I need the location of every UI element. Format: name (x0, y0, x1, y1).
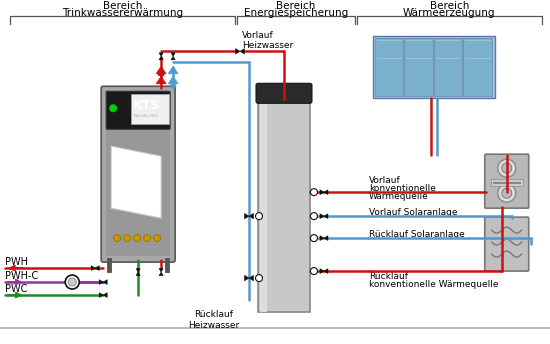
Circle shape (114, 235, 120, 241)
Polygon shape (245, 276, 249, 281)
Text: Rücklauf
Heizwasser: Rücklauf Heizwasser (189, 310, 240, 330)
Text: konventionelle: konventionelle (369, 184, 436, 193)
Text: KTS: KTS (133, 99, 159, 112)
Circle shape (310, 189, 317, 196)
Polygon shape (240, 49, 245, 54)
Circle shape (65, 275, 79, 289)
Polygon shape (159, 53, 163, 56)
Text: PWH: PWH (6, 257, 28, 267)
Polygon shape (168, 66, 178, 74)
Polygon shape (320, 190, 324, 195)
Polygon shape (156, 76, 166, 84)
Bar (131, 94, 169, 124)
Text: PWH-C: PWH-C (6, 271, 38, 281)
FancyBboxPatch shape (485, 154, 529, 208)
Circle shape (310, 213, 317, 219)
Text: Norrdix RV1: Norrdix RV1 (134, 114, 158, 118)
Polygon shape (373, 36, 495, 98)
Circle shape (124, 235, 131, 241)
Polygon shape (103, 293, 107, 298)
Polygon shape (159, 56, 163, 60)
Bar (434, 38, 463, 96)
Bar (106, 130, 170, 256)
Text: Rücklauf: Rücklauf (369, 271, 408, 281)
Circle shape (310, 235, 317, 241)
Polygon shape (156, 66, 166, 74)
Polygon shape (159, 269, 163, 272)
Polygon shape (320, 236, 324, 240)
Polygon shape (249, 276, 254, 281)
Polygon shape (136, 269, 140, 272)
Bar (260, 99, 267, 312)
Circle shape (68, 278, 76, 286)
Polygon shape (136, 272, 140, 276)
Text: Bereich: Bereich (430, 1, 469, 11)
Polygon shape (249, 213, 254, 219)
Polygon shape (320, 214, 324, 218)
Text: Rücklauf Solaranlage: Rücklauf Solaranlage (369, 230, 465, 239)
Text: Bereich: Bereich (103, 1, 142, 11)
Text: Trinkwassererwärmung: Trinkwassererwärmung (62, 8, 183, 18)
Circle shape (109, 104, 117, 112)
Text: Wärmequelle: Wärmequelle (369, 192, 428, 201)
Polygon shape (168, 76, 178, 84)
Polygon shape (235, 49, 240, 54)
Polygon shape (324, 214, 328, 218)
Bar (463, 38, 492, 96)
Text: Wärmeerzeugung: Wärmeerzeugung (403, 8, 496, 18)
Polygon shape (95, 266, 99, 270)
Polygon shape (99, 293, 103, 298)
Text: Bereich: Bereich (276, 1, 316, 11)
Bar (375, 38, 403, 96)
Text: Vorlauf: Vorlauf (369, 176, 400, 185)
FancyBboxPatch shape (485, 217, 529, 271)
Polygon shape (111, 146, 161, 218)
FancyBboxPatch shape (101, 86, 175, 262)
Polygon shape (324, 269, 328, 273)
Circle shape (134, 235, 141, 241)
Text: Vorlauf Solaranlage: Vorlauf Solaranlage (369, 208, 458, 217)
Circle shape (498, 184, 516, 202)
Polygon shape (324, 236, 328, 240)
Circle shape (256, 213, 262, 219)
Bar (404, 38, 433, 96)
Polygon shape (99, 280, 103, 284)
Bar (491, 179, 522, 186)
Text: Vorlauf
Heizwasser: Vorlauf Heizwasser (242, 31, 293, 50)
Circle shape (502, 163, 512, 173)
Polygon shape (324, 190, 328, 195)
Circle shape (498, 159, 516, 177)
Polygon shape (245, 213, 249, 219)
Polygon shape (171, 53, 175, 56)
FancyBboxPatch shape (256, 83, 312, 103)
Circle shape (256, 275, 262, 282)
Text: Energiespeicherung: Energiespeicherung (244, 8, 348, 18)
Polygon shape (171, 56, 175, 60)
Polygon shape (320, 269, 324, 273)
Text: PWC: PWC (6, 284, 28, 294)
Circle shape (153, 235, 161, 241)
Circle shape (502, 188, 512, 198)
Bar (258, 99, 310, 312)
Circle shape (310, 268, 317, 275)
FancyBboxPatch shape (106, 91, 170, 129)
Circle shape (144, 235, 151, 241)
Polygon shape (103, 280, 107, 284)
Text: konventionelle Wärmequelle: konventionelle Wärmequelle (369, 280, 498, 289)
Polygon shape (159, 272, 163, 276)
Polygon shape (91, 266, 95, 270)
